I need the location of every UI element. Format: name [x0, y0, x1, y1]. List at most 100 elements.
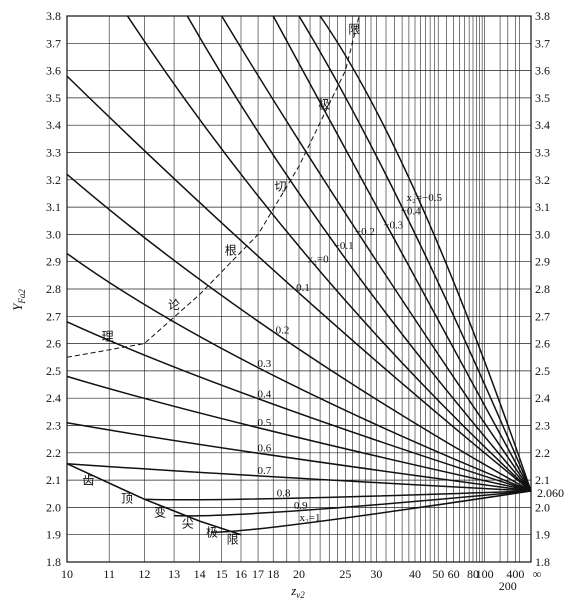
x-tick-label: 40 — [409, 567, 421, 581]
y-tick-left: 2.4 — [46, 391, 61, 405]
y-tick-right: 2.0 — [535, 500, 550, 514]
y-tick-left: 2.0 — [46, 500, 61, 514]
series-label: 0.8 — [277, 488, 291, 500]
limit-curve — [66, 15, 360, 358]
x-tick-label: 14 — [194, 567, 206, 581]
x-tick-label: 60 — [448, 567, 460, 581]
series-label: 0.7 — [257, 465, 271, 477]
series-line — [210, 490, 532, 533]
y-tick-right: 3.1 — [535, 200, 550, 214]
grid — [67, 15, 531, 563]
x-tick-label: 20 — [293, 567, 305, 581]
y-tick-left: 3.4 — [46, 118, 61, 132]
limit-curve-char: 理 — [102, 329, 114, 343]
limit-curve-char: 极 — [318, 97, 330, 111]
y-tick-right: 3.6 — [535, 64, 550, 78]
limit-curve-char: 尖 — [182, 517, 194, 531]
limit-curve-char: 齿 — [82, 474, 94, 488]
series-line — [298, 15, 532, 492]
x-tick-label: 18 — [267, 567, 279, 581]
series-label: x₂=−0.5 — [407, 192, 443, 204]
series-label: 0.6 — [257, 442, 271, 454]
y-tick-left: 2.5 — [46, 364, 61, 378]
limit-curve-char: 切 — [275, 179, 287, 193]
y-tick-left: 1.8 — [46, 555, 61, 569]
y-tick-left: 2.3 — [46, 419, 61, 433]
series-line — [144, 490, 532, 501]
series-line — [66, 75, 532, 492]
series-label: 0.5 — [257, 417, 271, 429]
limit-curve-char: 论 — [168, 298, 180, 312]
series-labels: x₂=−0.5 −0.4−0.3 −0.2−0.1 x₂=0 0.1 0.2 0.3 0.4 0… — [257, 192, 442, 524]
series-line — [221, 15, 532, 492]
y-tick-right: 2.5 — [535, 364, 550, 378]
x-tick-label: 17 — [252, 567, 264, 581]
series-label: 0.9 — [294, 500, 308, 512]
y-tick-right: 3.2 — [535, 173, 550, 187]
x-tick-label: 16 — [235, 567, 247, 581]
x-tick-label: 50 — [432, 567, 444, 581]
limit-curve — [66, 462, 242, 536]
convergence-label: 2.060 — [537, 486, 564, 500]
series-line — [66, 252, 532, 492]
y-tick-left: 2.7 — [46, 309, 61, 323]
y-tick-left: 3.0 — [46, 227, 61, 241]
x-tick-label: 10 — [61, 567, 73, 581]
y-tick-left: 2.8 — [46, 282, 61, 296]
y-tick-right: 3.3 — [535, 146, 550, 160]
x-tick-label: 13 — [168, 567, 180, 581]
y-tick-right: 3.5 — [535, 91, 550, 105]
y-tick-right: 2.6 — [535, 337, 550, 351]
y-tick-right: 3.7 — [535, 36, 550, 50]
limit-curve-char: 根 — [225, 243, 237, 257]
x-tick-label: 30 — [370, 567, 382, 581]
series-label: x₂=1 — [299, 512, 320, 524]
series-line — [66, 422, 532, 492]
y-tick-left: 2.6 — [46, 337, 61, 351]
series-line — [66, 321, 532, 492]
y-tick-right: 1.9 — [535, 528, 550, 542]
y-tick-right: 3.8 — [535, 9, 550, 23]
y-tick-left: 3.1 — [46, 200, 61, 214]
x-tick-label: 400 — [506, 567, 524, 581]
series-line — [186, 15, 532, 492]
series-label: −0.4 — [401, 206, 421, 218]
x-axis-title: zv2 — [290, 583, 305, 600]
y-tick-right: 2.2 — [535, 446, 550, 460]
plot-frame — [66, 15, 532, 563]
limit-curve-char: 顶 — [121, 491, 133, 505]
series-lines — [66, 15, 532, 533]
limit-curve-char: 限 — [227, 532, 239, 546]
limit-curves: 理论根切极限齿顶变尖极限 — [66, 15, 360, 546]
limit-curve-char: 变 — [154, 505, 166, 520]
y-tick-right: 2.1 — [535, 473, 550, 487]
tick-labels: 1.8 1.8 1.9 1.9 2.0 2.0 2.1 2.1 2.2 2.2 2.3 2.3 2.4 2… — [46, 9, 550, 593]
y-tick-left: 3.5 — [46, 91, 61, 105]
limit-curve-char: 限 — [348, 22, 360, 36]
y-tick-left: 3.6 — [46, 64, 61, 78]
y-tick-left: 2.9 — [46, 255, 61, 269]
y-tick-right: 1.8 — [535, 555, 550, 569]
series-label: 0.4 — [257, 389, 271, 401]
y-axis-title: YFa2 — [10, 289, 27, 311]
x-tick-label: 200 — [499, 579, 517, 593]
x-tick-label: 80 — [467, 567, 479, 581]
series-label: 0.1 — [296, 282, 310, 294]
y-tick-right: 2.8 — [535, 282, 550, 296]
y-tick-right: 3.0 — [535, 227, 550, 241]
plot-border — [66, 15, 532, 563]
series-label: 0.3 — [257, 358, 271, 370]
series-label: −0.1 — [334, 240, 354, 252]
series-line — [66, 173, 532, 492]
y-tick-right: 2.9 — [535, 255, 550, 269]
series-label: 0.2 — [276, 324, 290, 336]
y-tick-right: 2.7 — [535, 309, 550, 323]
y-tick-right: 2.3 — [535, 419, 550, 433]
x-tick-label: ∞ — [533, 567, 542, 581]
y-tick-left: 3.3 — [46, 146, 61, 160]
y-tick-right: 2.4 — [535, 391, 550, 405]
x-tick-label: 11 — [103, 567, 115, 581]
x-tick-label: 12 — [138, 567, 150, 581]
y-tick-left: 1.9 — [46, 528, 61, 542]
